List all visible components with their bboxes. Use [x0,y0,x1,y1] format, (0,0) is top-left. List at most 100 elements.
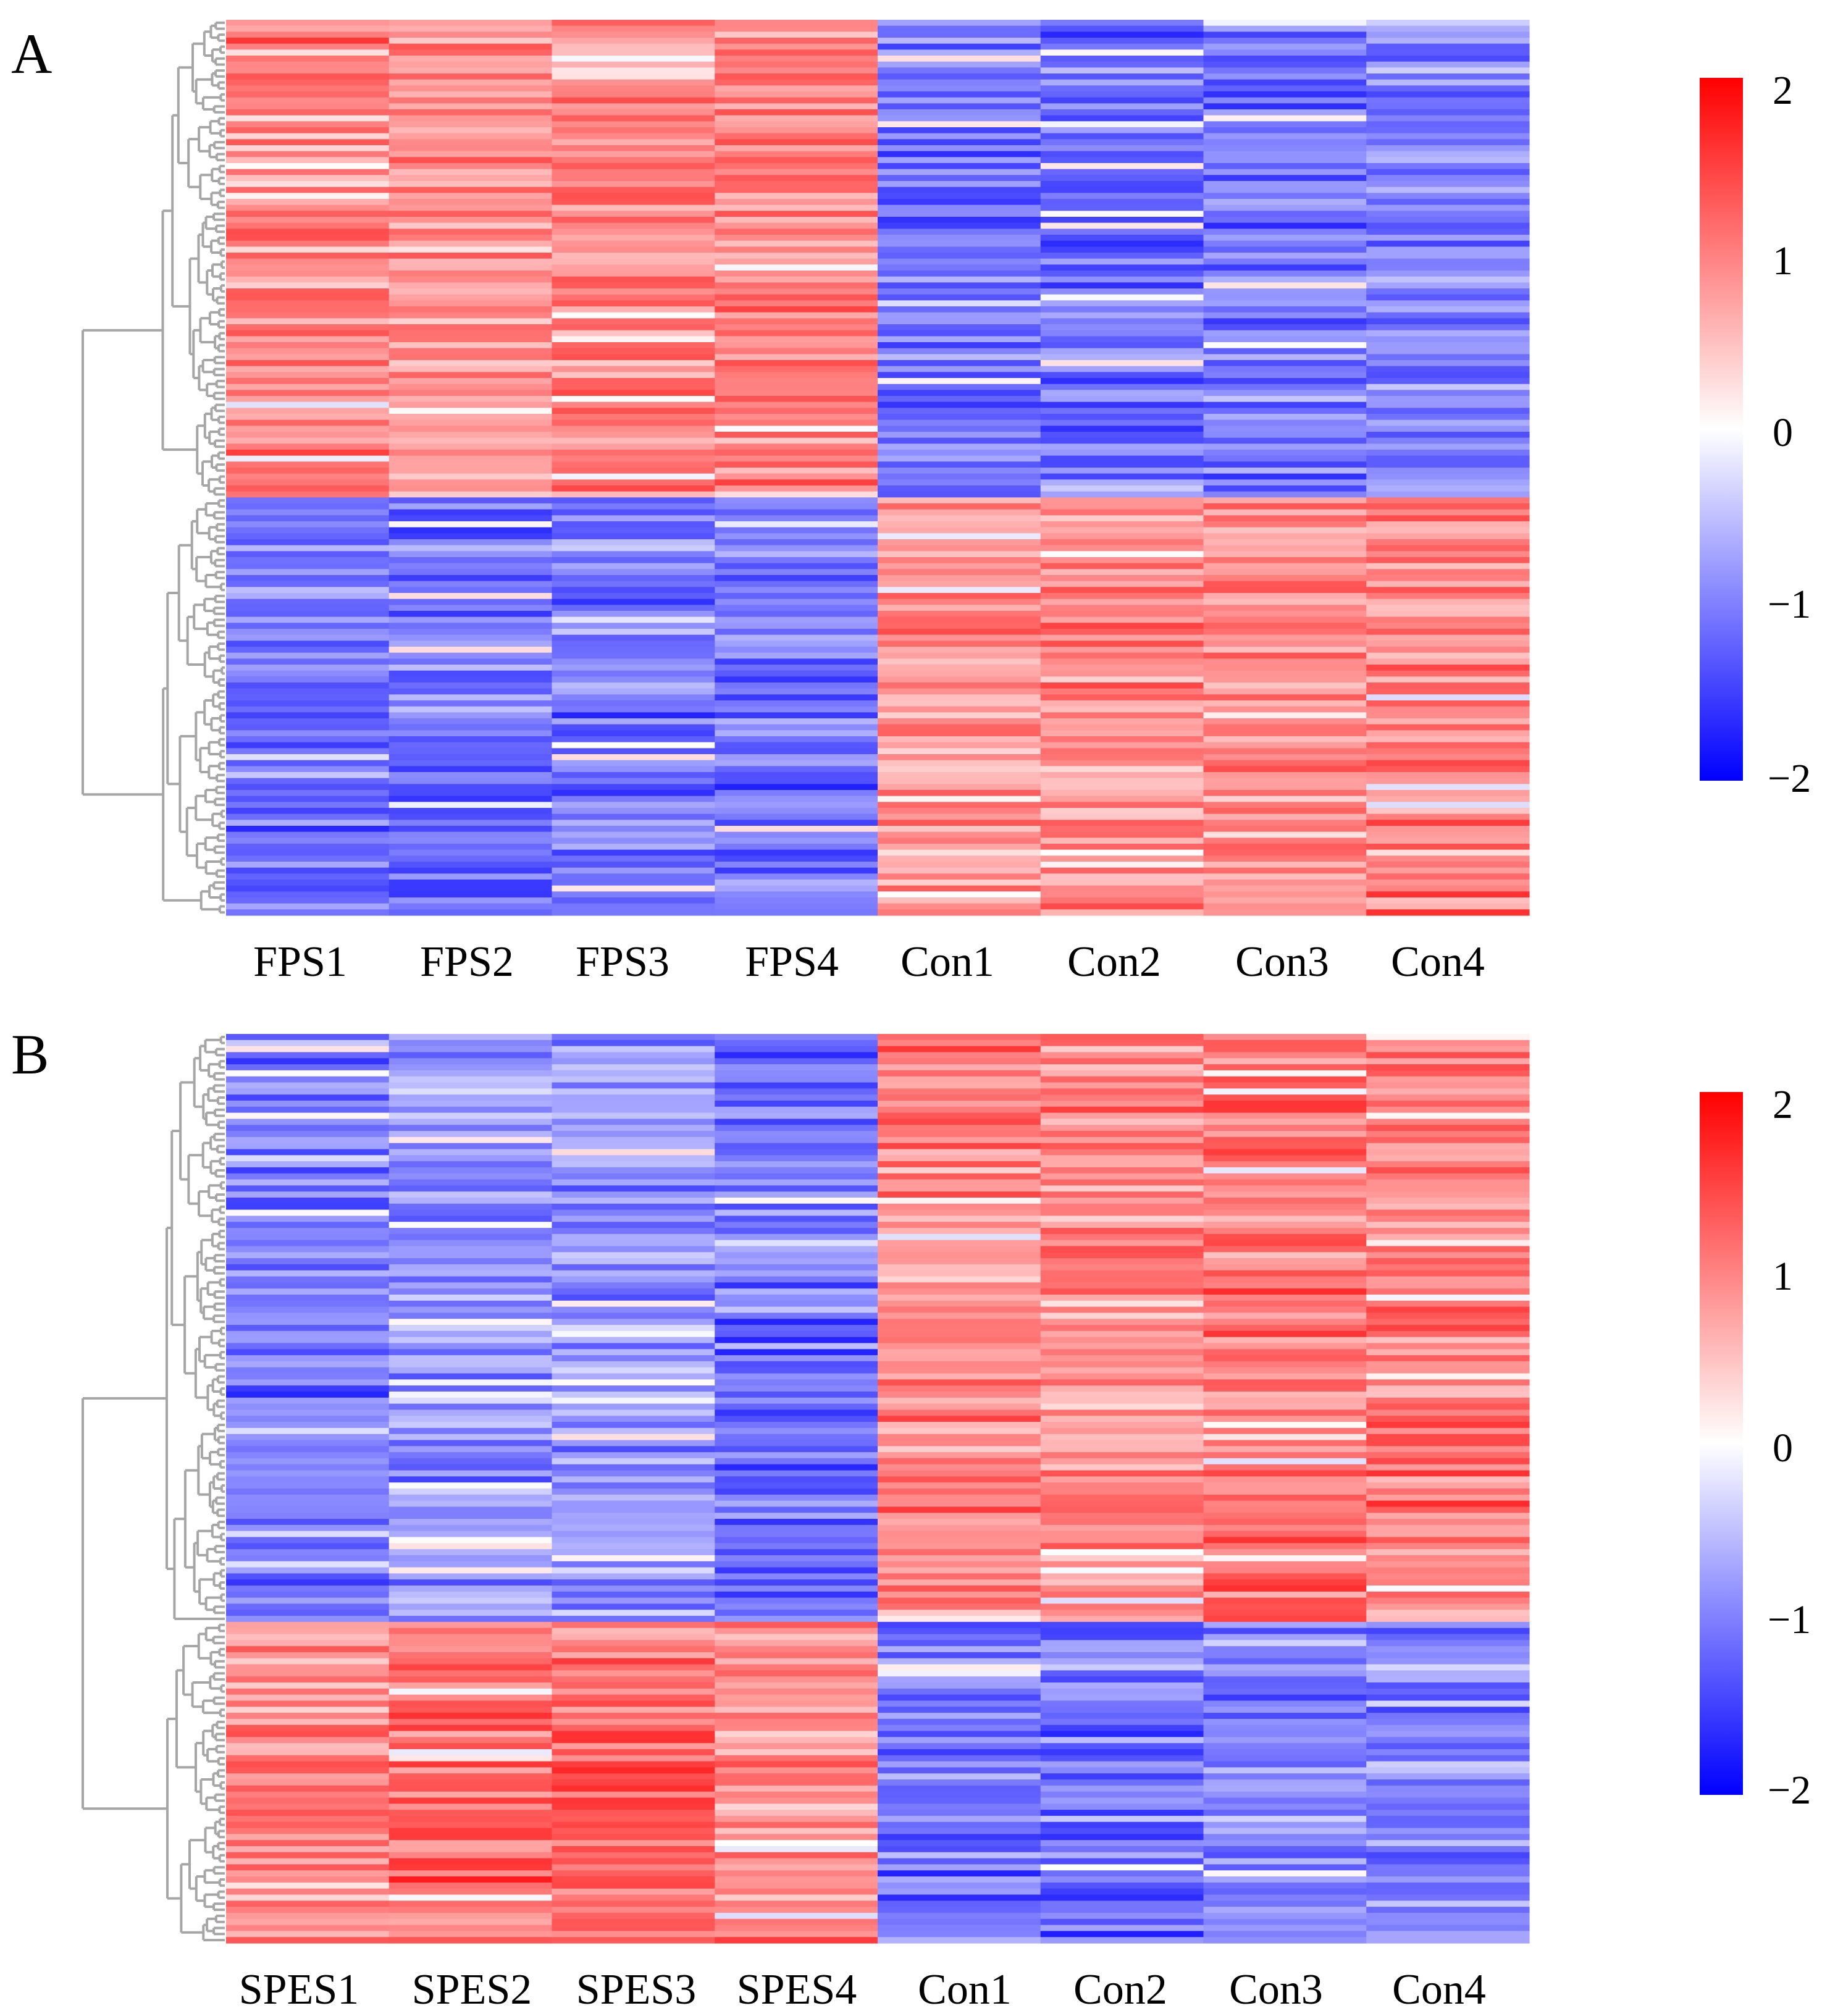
heatmap-cell [388,1658,553,1665]
heatmap-cell [1366,1106,1530,1114]
heatmap-cell [552,38,715,44]
heatmap-cell [552,91,715,98]
heatmap-cell [1366,396,1530,403]
heatmap-cell [878,1888,1041,1896]
heatmap-cell [388,670,553,677]
heatmap-cell [1203,581,1367,587]
heatmap-cell [1203,1586,1367,1592]
heatmap-cell [1203,1804,1367,1810]
heatmap-cell [715,1785,878,1792]
heatmap-cell [1203,1403,1367,1411]
heatmap-cell [1366,760,1530,766]
heatmap-cell [1040,1082,1204,1089]
heatmap-cell [878,503,1041,510]
heatmap-cell [226,1319,390,1325]
heatmap-cell [715,700,878,707]
heatmap-cell [388,485,553,492]
heatmap-cell [1040,634,1204,641]
heatmap-cell [878,790,1041,797]
heatmap-cell [1040,682,1204,689]
heatmap-cell [1040,1367,1204,1374]
heatmap-cell [715,1494,878,1502]
heatmap-cell [226,432,390,439]
heatmap-cell [226,1246,390,1253]
heatmap-cell [715,1325,878,1332]
heatmap-cell [1366,312,1530,319]
heatmap-cell [1366,1361,1530,1368]
heatmap-cell [226,880,390,886]
heatmap-cell [715,754,878,761]
heatmap-cell [715,1125,878,1132]
heatmap-cell [715,461,878,468]
heatmap-cell [1366,1925,1530,1931]
heatmap-cell [388,1755,553,1762]
heatmap-cell [1040,1628,1204,1635]
heatmap-cell [388,169,553,175]
heatmap-cell [715,139,878,146]
heatmap-cell [1040,575,1204,582]
heatmap-cell [715,766,878,773]
heatmap-cell [226,109,390,116]
heatmap-cell [715,527,878,534]
heatmap-cell [226,1155,390,1162]
heatmap-cell [1366,1391,1530,1398]
heatmap-cell [715,820,878,826]
heatmap-cell [552,217,715,224]
heatmap-cell [388,605,553,611]
heatmap-cell [878,1276,1041,1283]
heatmap-cell [388,1434,553,1441]
heatmap-cell [878,1112,1041,1119]
heatmap-cell [226,1440,390,1447]
column-label: FPS3 [576,938,669,986]
heatmap-cell [715,1658,878,1665]
heatmap-cell [552,808,715,815]
heatmap-cell [878,831,1041,838]
heatmap-cell [552,766,715,773]
heatmap-cell [1203,145,1367,152]
heatmap-cell [552,282,715,289]
heatmap-cell [715,826,878,833]
heatmap-cell [1040,1052,1204,1059]
heatmap-cell [552,97,715,104]
heatmap-cell [552,468,715,474]
heatmap-cell [1203,616,1367,623]
heatmap-cell [552,1579,715,1586]
heatmap-cell [388,1567,553,1574]
heatmap-cell [715,222,878,229]
heatmap-cell [1366,384,1530,390]
heatmap-cell [1366,1155,1530,1162]
heatmap-cell [1366,204,1530,211]
heatmap-cell [1040,1567,1204,1574]
heatmap-cell [715,1500,878,1508]
heatmap-cell [226,772,390,779]
heatmap-cell [1203,1591,1367,1598]
heatmap-cell [1203,479,1367,486]
heatmap-cell [226,1834,390,1841]
heatmap-cell [226,1434,390,1441]
heatmap-cell [226,1179,390,1186]
heatmap-cell [878,461,1041,468]
heatmap-cell [878,1240,1041,1247]
heatmap-cell [1366,1810,1530,1816]
heatmap-cell [1203,1167,1367,1174]
heatmap-cell [878,826,1041,833]
heatmap-cell [552,1203,715,1211]
heatmap-cell [552,1531,715,1538]
heatmap-cell [552,1700,715,1707]
heatmap-cell [715,1931,878,1938]
heatmap-cell [878,1367,1041,1374]
heatmap-cell [388,306,553,313]
heatmap-cell [226,1094,390,1101]
heatmap-cell [715,1524,878,1532]
heatmap-cell [226,336,390,343]
colorbar-tick-label: 1 [1773,238,1793,284]
heatmap-cell [552,199,715,206]
heatmap-cell [226,390,390,397]
heatmap-cell [1203,1676,1367,1683]
heatmap-cell [226,820,390,826]
heatmap-cell [226,587,390,594]
heatmap-cell [1203,85,1367,92]
heatmap-cell [1366,163,1530,170]
heatmap-cell [1203,1058,1367,1065]
heatmap-cell [226,826,390,833]
